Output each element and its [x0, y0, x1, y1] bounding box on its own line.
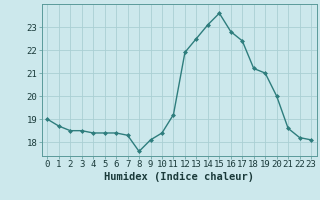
X-axis label: Humidex (Indice chaleur): Humidex (Indice chaleur) — [104, 172, 254, 182]
